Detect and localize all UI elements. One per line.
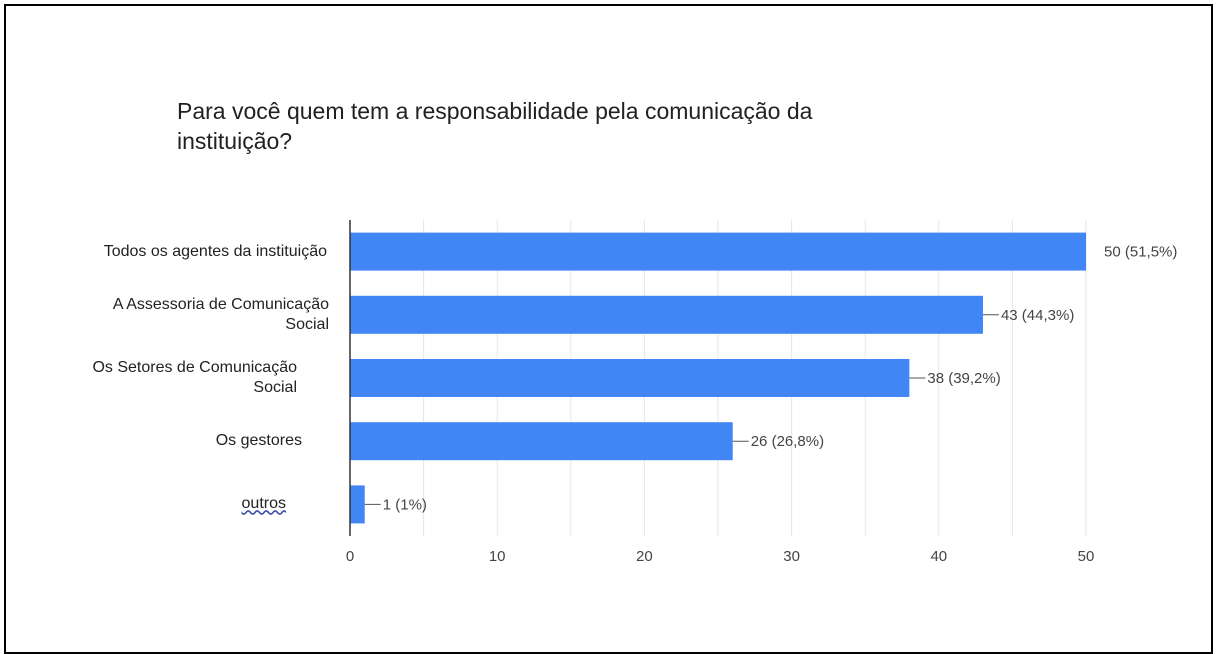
chart-title: Para você quem tem a responsabilidade pe… bbox=[177, 98, 813, 154]
bar bbox=[350, 485, 365, 524]
data-label: 43 (44,3%) bbox=[1001, 307, 1074, 324]
bar bbox=[350, 232, 1086, 271]
x-tick-label: 10 bbox=[489, 548, 506, 565]
x-tick-label: 0 bbox=[346, 548, 354, 565]
y-tick-label: A Assessoria de Comunicação Social bbox=[112, 295, 329, 333]
bar bbox=[350, 422, 733, 461]
bar bbox=[350, 295, 983, 334]
data-label: 50 (51,5%) bbox=[1104, 244, 1177, 261]
x-tick-label: 30 bbox=[783, 548, 800, 565]
x-tick-label: 40 bbox=[930, 548, 947, 565]
x-tick-label: 50 bbox=[1078, 548, 1095, 565]
data-label: 26 (26,8%) bbox=[751, 433, 824, 450]
y-tick-label: Os gestores bbox=[215, 432, 302, 450]
data-label: 38 (39,2%) bbox=[927, 370, 1000, 387]
bar bbox=[350, 359, 910, 397]
x-tick-label: 20 bbox=[636, 548, 653, 565]
y-tick-label: Todos os agentes da instituição bbox=[103, 242, 327, 260]
y-tick-label: outros bbox=[241, 495, 286, 513]
data-label: 1 (1%) bbox=[383, 496, 427, 513]
y-tick-label: Os Setores de Comunicação Social bbox=[92, 359, 297, 396]
